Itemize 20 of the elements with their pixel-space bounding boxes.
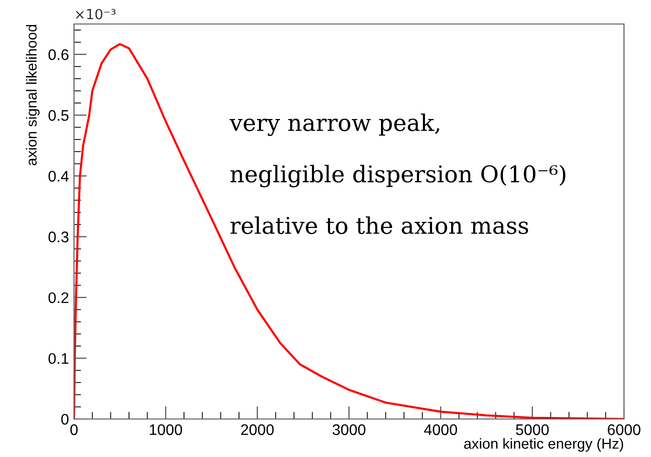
y-axis-title: axion signal likelihood [26, 24, 40, 166]
x-axis-title: axion kinetic energy (Hz) [464, 438, 624, 452]
x-tick-label: 0 [70, 424, 78, 436]
y-tick-label: 0.1 [48, 353, 68, 364]
y-tick-label: 0.5 [48, 110, 68, 121]
x-tick-label: 3000 [332, 424, 366, 436]
annotation: relative to the axion mass [230, 216, 528, 234]
x-tick-label: 6000 [608, 424, 640, 436]
y-tick-label: 0.4 [48, 170, 69, 182]
x-tick-label: 5000 [516, 424, 549, 436]
text: ×10⁻³ [76, 8, 116, 20]
y-tick-label: 0 [61, 414, 69, 425]
x-tick-label: 1000 [150, 424, 182, 436]
x-tick-label: 4000 [424, 424, 458, 436]
y-tick-label: 0.6 [48, 49, 68, 60]
annotation: very narrow peak, [230, 113, 440, 136]
y-tick-label: 0.3 [48, 232, 68, 242]
annotation: negligible dispersion O(10⁻⁶) [230, 164, 566, 188]
y-tick-label: 0.2 [48, 292, 68, 304]
x-tick-label: 2000 [241, 424, 274, 436]
